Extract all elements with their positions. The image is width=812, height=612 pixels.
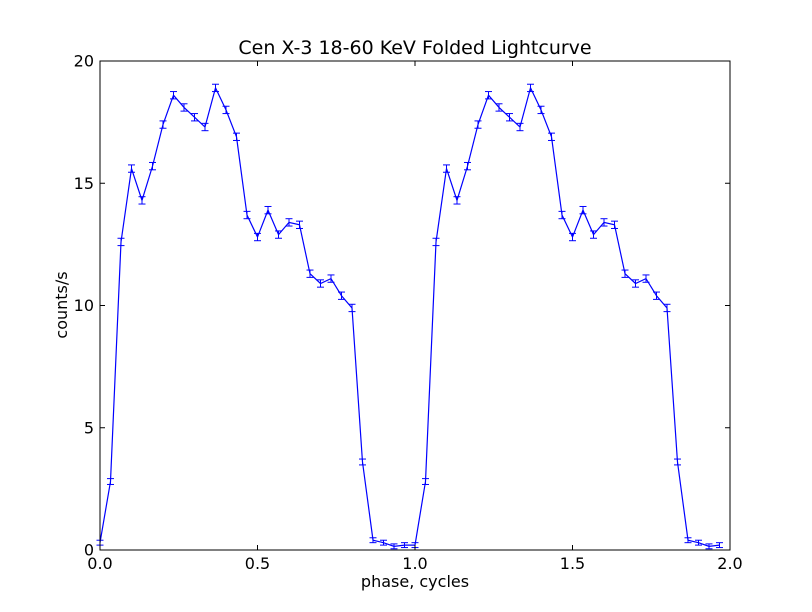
error-bar [464, 161, 472, 171]
error-bar [610, 220, 618, 229]
y-tick-label: 10 [74, 296, 94, 315]
error-bar [348, 303, 356, 313]
error-bar [663, 303, 671, 313]
error-bar [222, 105, 230, 115]
error-bar [401, 542, 409, 549]
error-bar [684, 537, 692, 544]
x-tick-label: 2.0 [717, 554, 742, 573]
error-bar [264, 205, 272, 215]
error-bar [579, 205, 587, 215]
series-line [99, 86, 720, 547]
error-bar [716, 542, 724, 549]
error-bar [432, 237, 440, 247]
error-bar [474, 120, 482, 129]
error-bar [537, 105, 545, 115]
error-bar [201, 122, 209, 132]
error-bar [254, 232, 261, 242]
error-bar [484, 91, 492, 100]
error-bar [453, 196, 461, 205]
error-bar [180, 103, 188, 112]
error-bar [590, 230, 598, 239]
x-tick-label: 1.0 [402, 554, 427, 573]
error-bar [138, 196, 146, 205]
error-bar [569, 232, 576, 242]
error-bar [128, 164, 135, 173]
error-bar [295, 220, 303, 229]
error-bar [632, 279, 639, 288]
axes-frame [99, 60, 731, 551]
error-bar [317, 279, 324, 288]
error-bar [495, 103, 503, 112]
error-bar [358, 458, 366, 466]
error-bar [443, 164, 450, 173]
error-bar [621, 269, 629, 278]
error-bar [275, 230, 283, 239]
error-bar [516, 122, 524, 132]
chart-title: Cen X-3 18-60 KeV Folded Lightcurve [238, 37, 591, 59]
error-bar [673, 458, 681, 466]
y-tick-label: 5 [84, 418, 94, 437]
x-tick-label: 0.5 [245, 554, 270, 573]
error-bar [642, 274, 650, 283]
x-tick-label: 1.5 [560, 554, 585, 573]
error-bar [653, 291, 661, 300]
plot-area: 0.0 0.5 1.0 1.5 2.0 0 5 10 15 20 [74, 52, 743, 574]
y-tick-label: 0 [84, 541, 94, 560]
error-bar [159, 120, 167, 129]
error-bar [338, 291, 346, 300]
error-bar [600, 218, 608, 227]
error-bar [695, 539, 702, 546]
error-bar [369, 537, 377, 544]
error-bar [558, 210, 566, 220]
error-bar [285, 218, 293, 227]
error-bar [169, 91, 177, 100]
error-bar [306, 269, 314, 278]
error-bar [380, 539, 387, 546]
error-bar [705, 543, 713, 550]
error-bar [506, 113, 513, 122]
error-bar [547, 132, 555, 141]
error-bar [421, 478, 429, 485]
error-bar [149, 161, 157, 171]
error-bar [117, 237, 125, 247]
error-bar [212, 83, 220, 93]
error-bar [106, 478, 114, 485]
y-tick-label: 20 [74, 52, 94, 71]
error-bar [243, 210, 251, 220]
x-axis-label: phase, cycles [361, 572, 469, 591]
error-bar [327, 274, 335, 283]
error-bar [390, 543, 398, 550]
error-bar [191, 113, 198, 122]
y-tick-label: 15 [74, 174, 94, 193]
error-bar [232, 132, 240, 141]
error-bar [527, 83, 535, 93]
x-tick-label: 0.0 [87, 554, 112, 573]
y-axis-label: counts/s [52, 271, 71, 338]
